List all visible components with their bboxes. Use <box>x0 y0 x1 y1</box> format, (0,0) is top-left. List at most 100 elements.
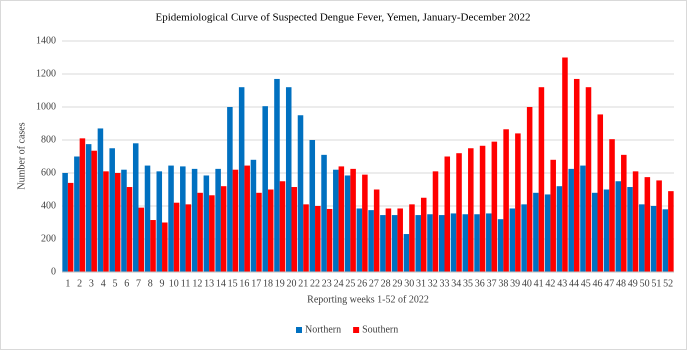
bar <box>391 215 398 272</box>
x-tick-label: 41 <box>534 278 544 289</box>
bar <box>67 182 74 272</box>
legend-label: Northern <box>305 324 341 335</box>
bar <box>380 215 386 272</box>
x-tick-label: 30 <box>404 278 414 289</box>
bar <box>509 208 516 272</box>
x-tick-label: 3 <box>89 278 94 289</box>
bar <box>533 192 539 272</box>
x-tick-label: 38 <box>498 278 508 289</box>
bar <box>215 168 221 272</box>
legend-swatch <box>353 327 360 333</box>
bar <box>238 87 245 272</box>
y-axis-label: Number of cases <box>16 122 27 189</box>
x-tick-label: 26 <box>357 278 367 289</box>
bar <box>515 133 521 272</box>
bar <box>180 166 186 272</box>
bar <box>250 159 257 272</box>
bar <box>656 180 662 272</box>
bar <box>256 192 262 272</box>
y-tick-label: 600 <box>41 167 56 178</box>
bar <box>350 168 356 272</box>
bar <box>456 153 462 272</box>
bar <box>627 187 633 272</box>
bar <box>191 168 198 272</box>
bar <box>144 165 151 272</box>
bar <box>209 195 215 272</box>
bar <box>267 189 274 272</box>
bar <box>427 214 433 272</box>
bar <box>244 165 250 272</box>
bar <box>227 107 233 272</box>
x-tick-label: 20 <box>287 278 297 289</box>
x-tick-label: 24 <box>334 278 344 289</box>
legend: Northern Southern <box>296 324 398 335</box>
bar <box>121 169 127 272</box>
x-tick-label: 15 <box>228 278 238 289</box>
bar <box>644 177 651 272</box>
x-tick-label: 22 <box>310 278 320 289</box>
x-tick-label: 16 <box>239 278 249 289</box>
bar <box>462 214 469 272</box>
x-tick-label: 1 <box>65 278 70 289</box>
bar <box>479 145 486 272</box>
y-tick-label: 1200 <box>36 68 56 79</box>
y-tick-label: 1000 <box>36 101 56 112</box>
x-tick-label: 4 <box>101 278 106 289</box>
x-tick-label: 27 <box>369 278 379 289</box>
legend-swatch <box>296 327 302 333</box>
bar <box>173 202 180 272</box>
y-tick-label: 1400 <box>36 35 56 46</box>
bar <box>232 169 239 272</box>
bar <box>668 191 674 272</box>
bar <box>291 187 298 272</box>
x-tick-label: 12 <box>192 278 202 289</box>
x-tick-label: 29 <box>392 278 402 289</box>
x-tick-label: 2 <box>77 278 82 289</box>
x-tick-label: 44 <box>569 278 579 289</box>
bar <box>403 234 410 272</box>
bar <box>114 173 121 272</box>
bar <box>220 186 227 272</box>
bar <box>262 106 268 272</box>
bar <box>591 192 598 272</box>
bar <box>138 207 145 272</box>
x-tick-label: 33 <box>440 278 450 289</box>
bar <box>491 141 498 272</box>
bar <box>450 213 457 272</box>
bar <box>333 169 339 272</box>
bar <box>585 87 592 272</box>
bar <box>639 204 645 272</box>
bar <box>497 219 504 272</box>
bar <box>315 206 321 272</box>
bar <box>556 186 563 272</box>
bar <box>538 87 545 272</box>
bar <box>503 129 509 272</box>
bar <box>274 78 280 272</box>
bar <box>438 215 445 272</box>
bar <box>609 139 615 272</box>
bar <box>74 156 80 272</box>
x-tick-label: 46 <box>593 278 603 289</box>
bar <box>397 208 403 272</box>
bar <box>203 175 210 272</box>
legend-label: Southern <box>362 324 398 335</box>
bar <box>326 208 333 272</box>
x-tick-label: 34 <box>451 278 461 289</box>
bar <box>338 166 345 272</box>
bar <box>303 204 309 272</box>
x-tick-label: 11 <box>181 278 191 289</box>
bar <box>415 215 421 272</box>
bar <box>444 156 451 272</box>
bar <box>91 150 97 272</box>
bar <box>373 189 380 272</box>
bar <box>362 174 368 272</box>
y-tick-label: 0 <box>51 266 56 277</box>
x-tick-label: 28 <box>381 278 391 289</box>
bar <box>526 107 533 272</box>
bar <box>468 148 474 272</box>
bar <box>321 154 327 272</box>
bar <box>632 171 639 272</box>
bar <box>62 173 68 272</box>
x-tick-label: 31 <box>416 278 426 289</box>
x-tick-label: 17 <box>251 278 261 289</box>
